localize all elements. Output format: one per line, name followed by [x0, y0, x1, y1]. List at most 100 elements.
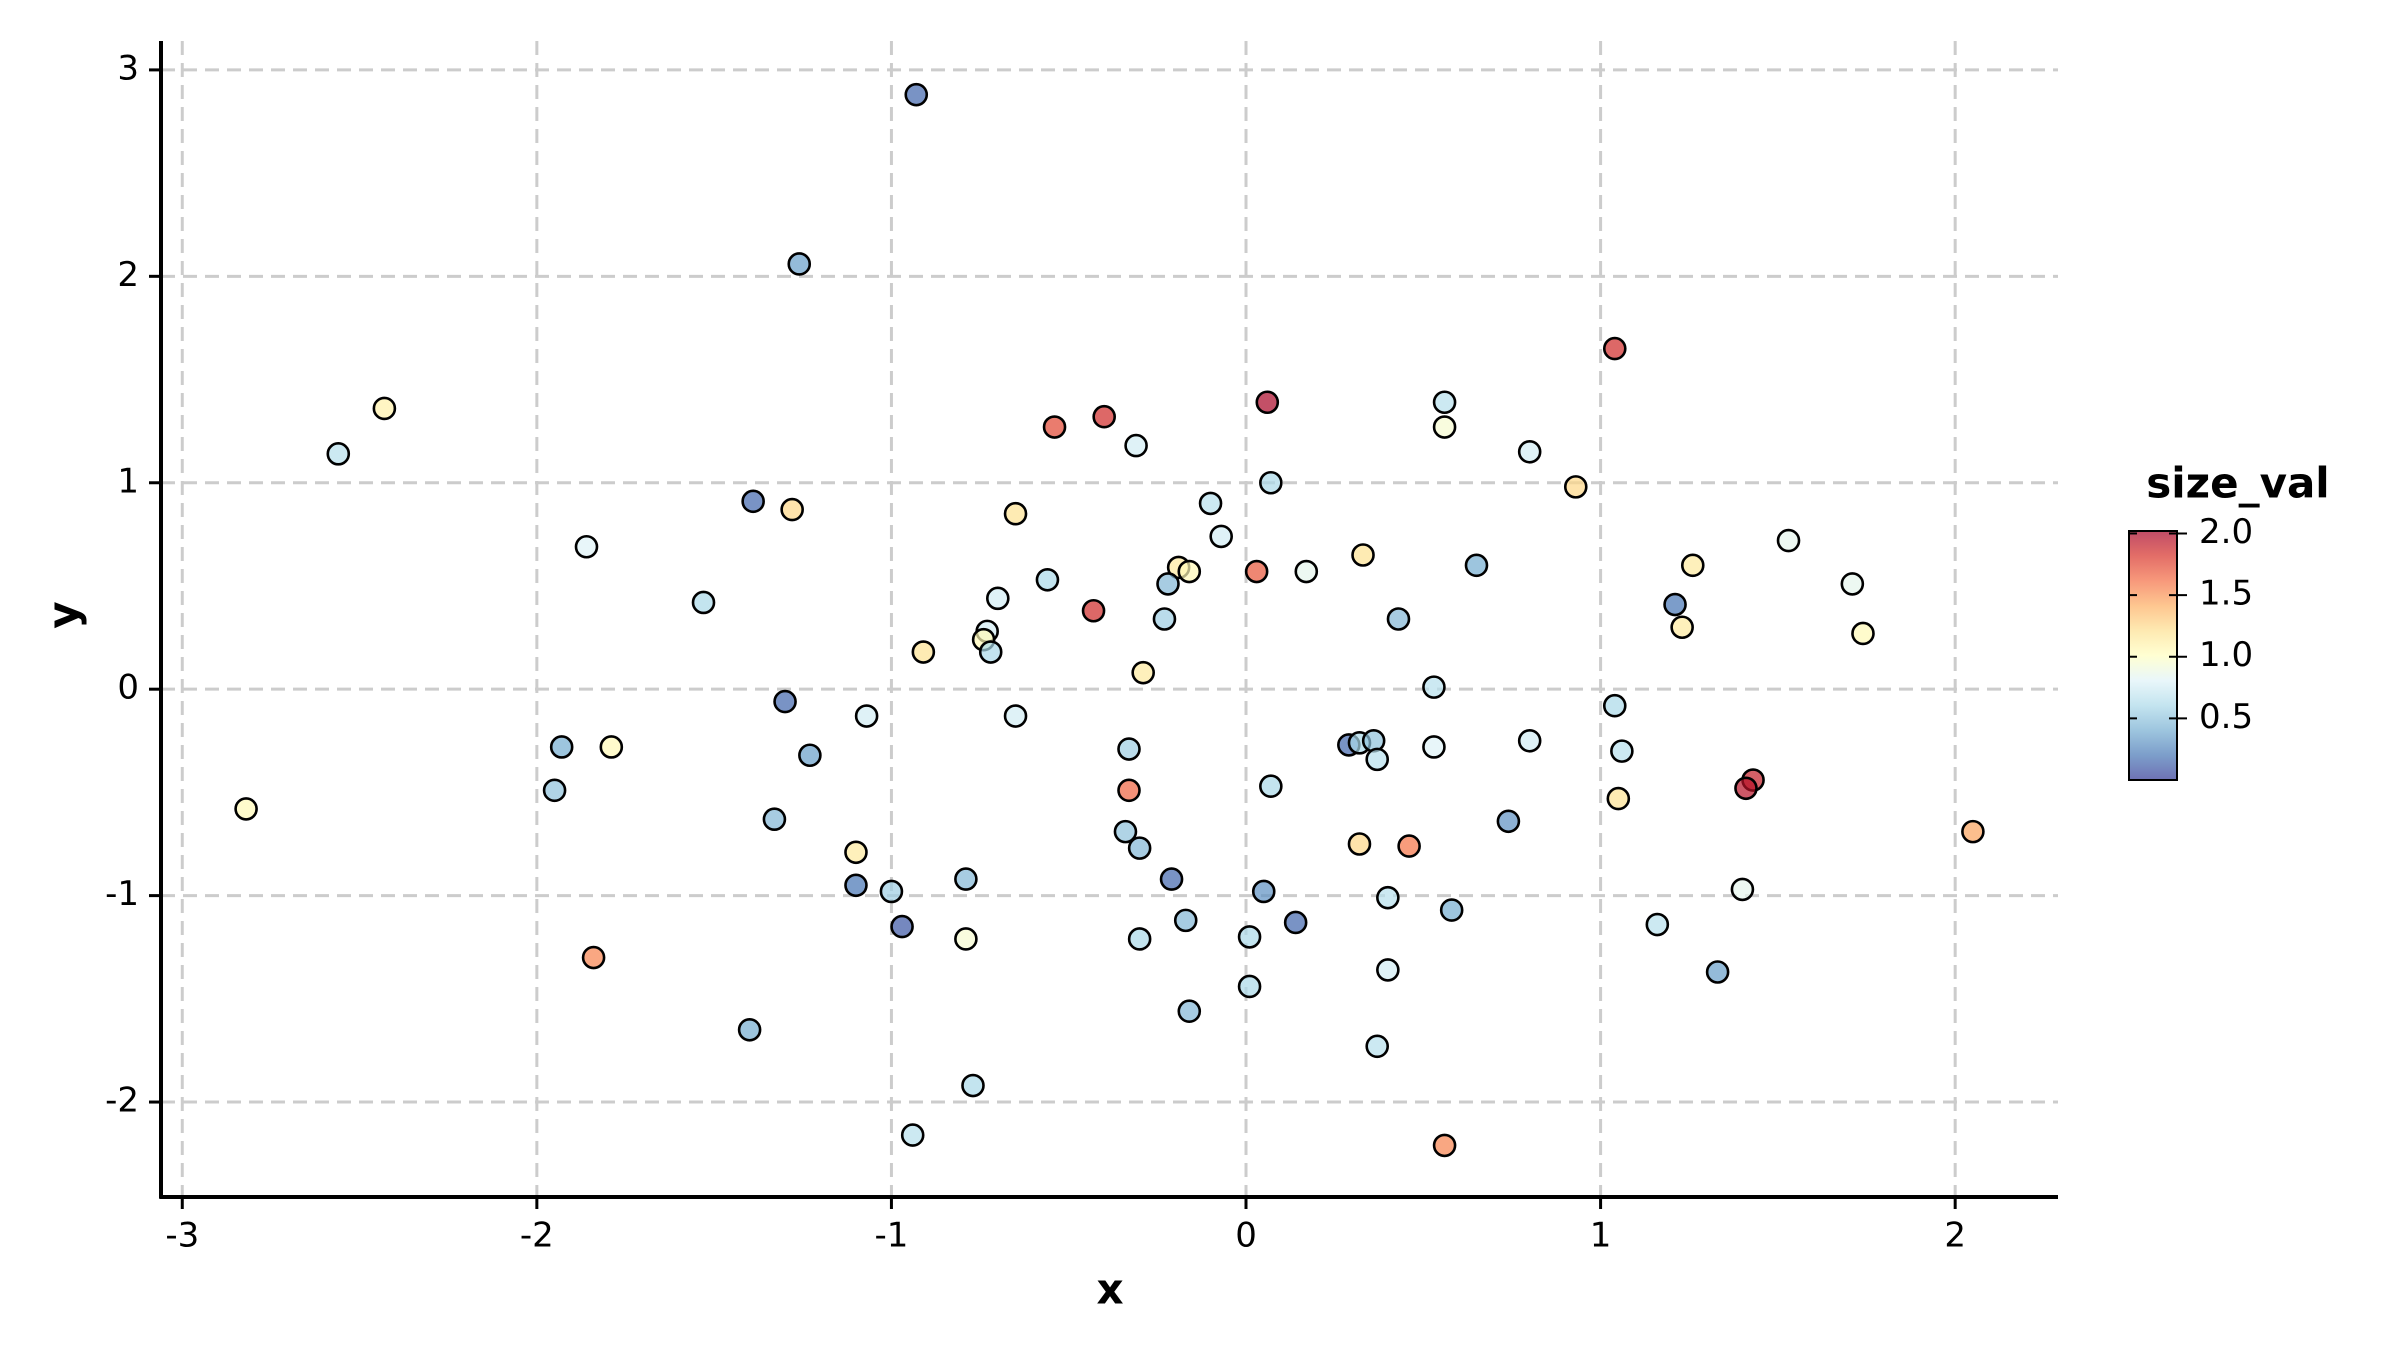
- point: [986, 586, 1010, 611]
- point: [1610, 739, 1634, 763]
- point: [574, 534, 599, 559]
- point: [1517, 728, 1542, 753]
- colorbar-tick-label: 2.0: [2199, 512, 2253, 552]
- point: [879, 879, 904, 904]
- point: [1776, 528, 1801, 553]
- point: [1255, 390, 1280, 415]
- point: [599, 735, 624, 759]
- point: [542, 778, 567, 803]
- point: [372, 396, 397, 421]
- point: [691, 590, 716, 615]
- point: [1156, 572, 1180, 596]
- point: [1152, 607, 1177, 631]
- point: [1251, 879, 1276, 904]
- point: [326, 442, 351, 466]
- point: [1730, 877, 1755, 902]
- x-tick-label: 2: [1944, 1216, 1966, 1256]
- point: [1496, 809, 1521, 834]
- point: [900, 1123, 925, 1147]
- x-axis-label: x: [1096, 1265, 1123, 1314]
- point: [1117, 737, 1141, 761]
- point: [1003, 704, 1028, 728]
- point: [1113, 819, 1138, 844]
- point: [1386, 607, 1411, 631]
- point: [1663, 592, 1687, 617]
- y-tick-label: 1: [117, 461, 139, 501]
- point: [1680, 553, 1705, 578]
- point: [1198, 491, 1223, 516]
- point: [1117, 778, 1141, 803]
- point: [1003, 501, 1028, 526]
- point: [1439, 898, 1464, 922]
- point: [1432, 1133, 1457, 1158]
- point: [1705, 960, 1730, 984]
- point: [854, 704, 879, 728]
- colorbar-tick-label: 1.5: [2199, 574, 2253, 614]
- point: [1606, 786, 1631, 811]
- x-tick-label: -1: [874, 1216, 908, 1256]
- x-tick-label: -3: [165, 1216, 199, 1256]
- point: [978, 640, 1003, 664]
- point: [911, 640, 936, 664]
- point: [1464, 553, 1489, 578]
- point: [773, 689, 797, 714]
- point: [961, 1073, 985, 1098]
- y-tick-label: -2: [105, 1081, 139, 1121]
- point: [1432, 390, 1457, 415]
- colorbar-title: size_val: [2146, 459, 2329, 508]
- point: [1237, 974, 1262, 999]
- point: [1081, 598, 1106, 623]
- y-axis-label: y: [39, 601, 88, 628]
- point: [1127, 927, 1152, 951]
- point: [741, 489, 765, 514]
- point: [1563, 475, 1588, 499]
- point: [1840, 572, 1865, 596]
- point: [1422, 735, 1446, 759]
- point: [737, 1017, 762, 1042]
- point: [234, 797, 258, 821]
- point: [1127, 836, 1152, 860]
- point: [1042, 415, 1067, 439]
- x-tick-label: 1: [1590, 1216, 1612, 1256]
- point: [1092, 404, 1116, 429]
- point: [1961, 819, 1985, 844]
- point: [1173, 908, 1198, 933]
- point: [1602, 336, 1627, 361]
- point: [1259, 470, 1283, 495]
- point: [1035, 567, 1060, 592]
- point: [1376, 958, 1400, 982]
- point: [1177, 559, 1202, 584]
- point: [1422, 675, 1446, 699]
- point: [762, 807, 787, 832]
- point: [549, 735, 574, 759]
- x-tick-label: -2: [520, 1216, 554, 1256]
- point: [844, 840, 868, 865]
- point: [1734, 776, 1758, 801]
- point: [1851, 621, 1875, 646]
- y-tick-label: -1: [105, 874, 139, 914]
- y-tick-label: 2: [117, 255, 139, 295]
- point: [1259, 774, 1283, 799]
- point: [1645, 912, 1670, 937]
- point: [1294, 559, 1319, 584]
- point: [780, 497, 804, 522]
- point: [844, 873, 868, 898]
- point: [1283, 910, 1308, 935]
- point: [1517, 439, 1542, 464]
- point: [1244, 559, 1269, 584]
- y-tick-label: 0: [117, 668, 139, 708]
- point: [1347, 832, 1372, 856]
- point: [1670, 615, 1694, 640]
- point: [1432, 415, 1457, 439]
- point: [1159, 867, 1184, 891]
- point: [1124, 433, 1148, 458]
- point: [1351, 543, 1375, 567]
- point: [1397, 834, 1421, 858]
- point: [1365, 1034, 1390, 1059]
- point: [581, 945, 606, 970]
- point: [1131, 660, 1155, 685]
- point: [890, 914, 914, 939]
- point: [954, 867, 978, 891]
- point: [1209, 524, 1233, 549]
